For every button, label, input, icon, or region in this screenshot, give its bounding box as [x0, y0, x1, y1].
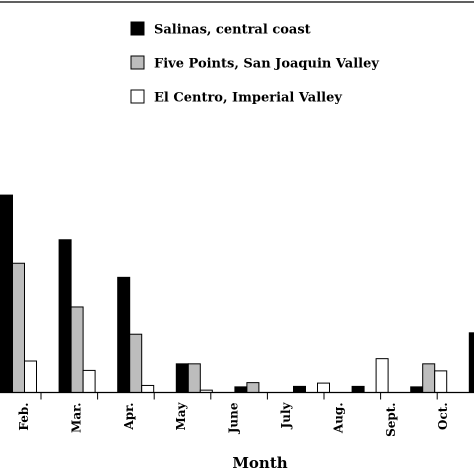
bar-0-6 [351, 385, 365, 394]
bar-2-5 [317, 382, 330, 394]
bar-2-7 [434, 370, 448, 394]
bar-0-8 [468, 332, 474, 393]
legend-label-0: Salinas, central coast [154, 23, 311, 38]
bar-0-3 [175, 363, 189, 393]
bar-0-4 [234, 386, 248, 393]
x-tick-label-1: Mar. [69, 403, 83, 433]
x-tick-label-8: Oct. [436, 403, 450, 430]
bar-0-0 [0, 194, 13, 393]
bar-2-6 [375, 358, 389, 394]
bar-2-2 [141, 384, 155, 394]
x-tick-label-5: July [279, 401, 293, 429]
legend-swatch-0 [130, 21, 145, 36]
legend-swatch-2 [130, 89, 145, 104]
legend-swatch-1 [130, 55, 145, 70]
legend-label-2: El Centro, Imperial Valley [154, 91, 342, 106]
bar-1-1 [70, 306, 84, 393]
bar-1-7 [422, 363, 436, 393]
x-axis: Feb. Mar. Apr. May June July Aug. Sept. Oct. [0, 391, 474, 437]
bar-2-1 [82, 369, 96, 394]
x-tick-label-3: May [174, 401, 188, 430]
bar-0-1 [58, 239, 72, 393]
x-tick-label-7: Sept. [384, 403, 398, 437]
bar-0-5 [293, 385, 306, 394]
bar-0-2 [117, 276, 131, 394]
legend: Salinas, central coast Five Points, San J… [130, 21, 379, 106]
x-axis-title: Month [232, 454, 287, 472]
bar-1-3 [187, 363, 201, 393]
legend-label-1: Five Points, San Joaquin Valley [154, 57, 379, 72]
bar-1-2 [129, 333, 143, 393]
bar-1-0 [12, 262, 25, 393]
x-tick-label-2: Apr. [122, 403, 136, 431]
x-tick-label-0: Feb. [17, 403, 31, 431]
x-tick-label-4: June [227, 402, 241, 434]
bar-0-7 [410, 386, 424, 393]
bar-1-4 [246, 382, 260, 394]
bars [0, 194, 474, 394]
x-tick-label-6: Aug. [331, 403, 345, 435]
bar-2-0 [24, 360, 37, 394]
